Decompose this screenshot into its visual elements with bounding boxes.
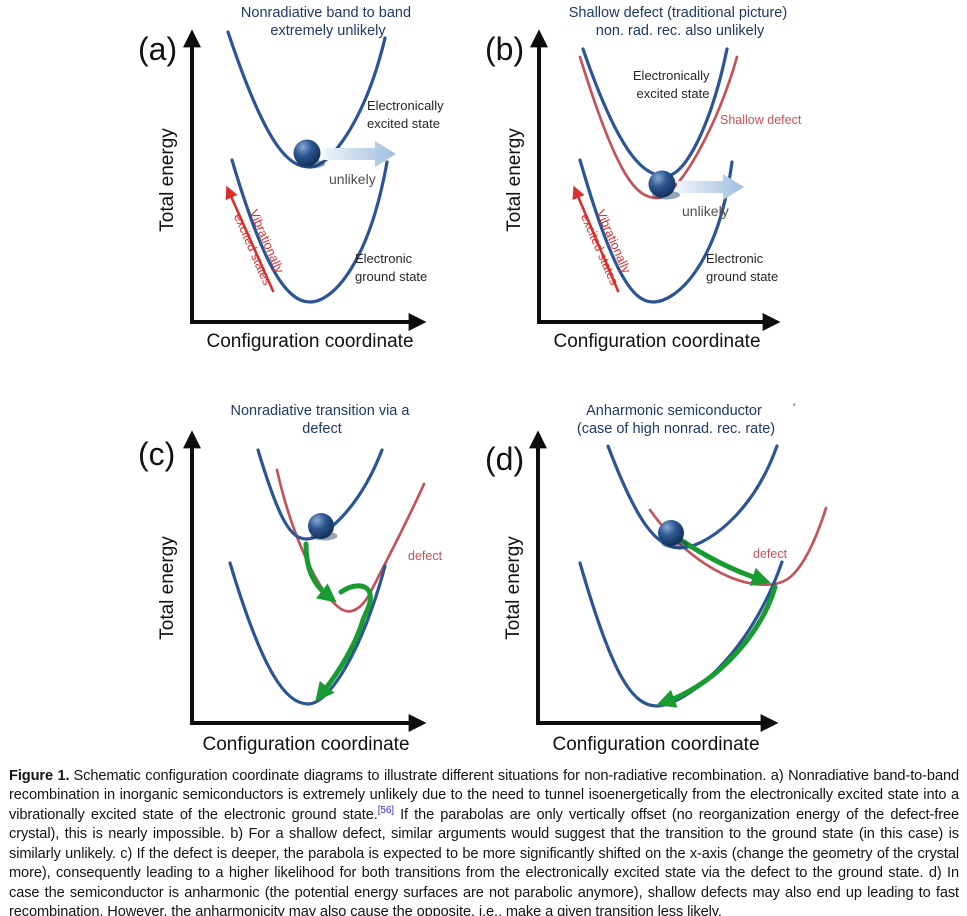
x-axis-label: Configuration coordinate: [206, 331, 413, 352]
citation-link[interactable]: [56]: [377, 805, 394, 817]
excited-state-curve: [256, 448, 384, 541]
y-axis-label: Total energy: [157, 536, 178, 640]
ground-state-curve: [230, 158, 389, 304]
caption-text-before-citation: Schematic configuration coordinate diagr…: [9, 768, 959, 823]
panel-letter: (b): [485, 31, 524, 67]
ground-state-curve: [228, 561, 387, 706]
x-axis-label: Configuration coordinate: [202, 734, 409, 755]
unlikely-label: unlikely: [329, 171, 376, 187]
transition-arrow-to-defect: [678, 537, 771, 586]
unlikely-transition-arrow: [677, 174, 744, 200]
panel-title: Nonradiative transition via a defect: [231, 403, 414, 437]
figure-caption: Figure 1. Schematic configuration coordin…: [9, 767, 959, 916]
transition-arrow-to-ground: [315, 583, 373, 702]
ground-state-label: Electronic ground state: [355, 251, 427, 284]
defect-curve: [275, 468, 426, 613]
stray-mark: ': [793, 401, 795, 415]
electron-ball: [308, 513, 334, 539]
excited-state-label: Electronically excited state: [633, 68, 713, 101]
defect-label: defect: [408, 549, 443, 563]
ground-state-label: Electronic ground state: [706, 251, 778, 284]
excited-state-label: Electronically excited state: [367, 98, 447, 131]
panel-b: (b) Shallow defect (traditional picture)…: [480, 0, 838, 366]
x-axis-label: Configuration coordinate: [553, 331, 760, 352]
electron-ball: [658, 520, 684, 546]
vibrational-arrow: [572, 185, 620, 293]
excited-state-curve: [606, 444, 779, 550]
y-axis-label: Total energy: [504, 128, 525, 232]
x-axis-label: Configuration coordinate: [552, 734, 759, 755]
y-axis-label: Total energy: [157, 128, 178, 232]
panel-title: Nonradiative band to band extremely unli…: [241, 5, 415, 39]
shallow-defect-curve: [578, 55, 739, 200]
caption-label: Figure 1.: [9, 768, 70, 784]
panel-title: Anharmonic semiconductor (case of high n…: [577, 403, 775, 437]
panel-title: Shallow defect (traditional picture) non…: [569, 5, 791, 39]
electron-ball: [293, 139, 321, 167]
ground-state-curve: [578, 158, 734, 304]
panel-c: (c) Nonradiative transition via a defect…: [130, 398, 475, 766]
vibrational-label: Vibrationally excited states: [231, 205, 289, 287]
vibrational-arrow: [225, 185, 275, 293]
panel-letter: (c): [138, 436, 175, 472]
y-axis-label: Total energy: [503, 536, 524, 640]
panel-a: (a) Nonradiative band to band extremely …: [130, 0, 475, 366]
panel-d: (d) Anharmonic semiconductor (case of hi…: [480, 398, 838, 766]
panel-letter: (d): [485, 441, 524, 477]
excited-state-curve: [226, 30, 387, 169]
transition-arrow-to-ground: [656, 584, 778, 708]
defect-label: defect: [753, 547, 788, 561]
unlikely-transition-arrow: [324, 141, 396, 167]
electron-ball: [648, 170, 676, 198]
shallow-defect-label: Shallow defect: [720, 113, 802, 127]
caption-text-after-citation: If the parabolas are only vertically off…: [9, 806, 959, 916]
unlikely-label: unlikely: [682, 203, 729, 219]
transition-arrow-to-defect: [303, 541, 337, 603]
panel-letter: (a): [138, 31, 177, 67]
